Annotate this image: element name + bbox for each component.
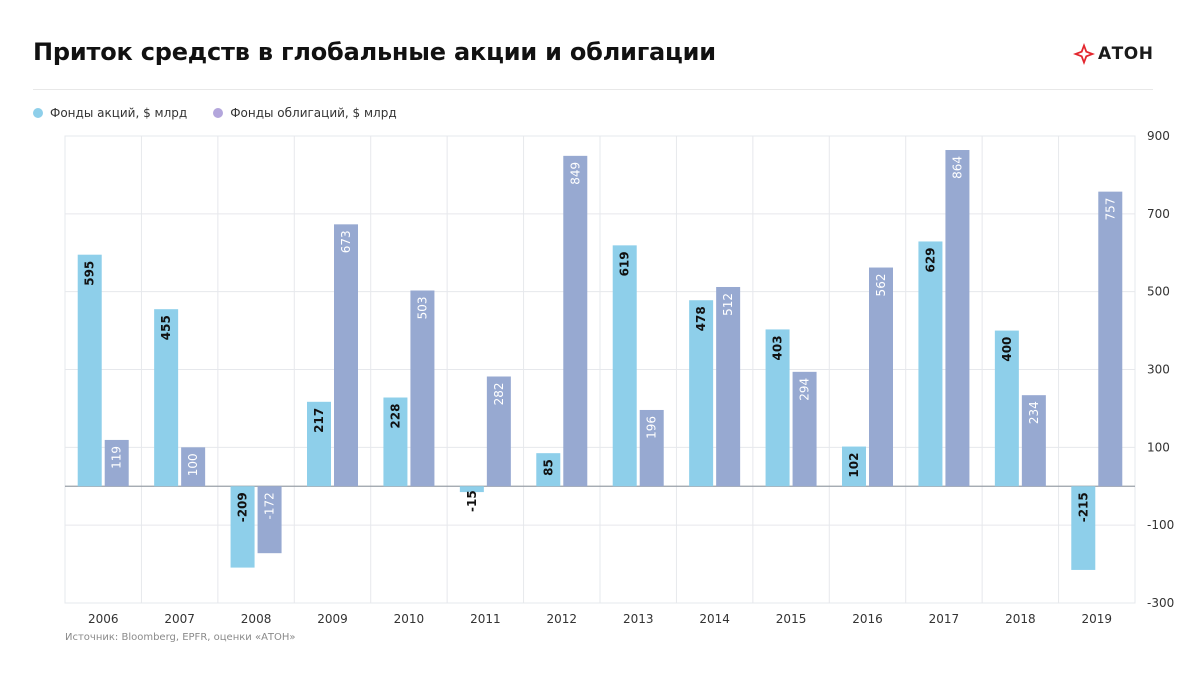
bar-bonds [639,409,664,487]
bar-bonds [334,224,358,487]
legend: Фонды акций, $ млрд Фонды облигаций, $ м… [33,106,397,120]
x-tick-label: 2019 [1082,612,1113,626]
bar-equity [1071,486,1096,570]
bar-bonds [257,486,282,554]
bar-equity [994,330,1019,487]
x-tick-label: 2016 [852,612,883,626]
bar-equity [154,309,179,487]
bar-equity [765,329,790,487]
data-label-equity: -15 [465,490,479,512]
data-label-equity: 85 [541,459,555,476]
y-tick-label: 500 [1147,285,1170,299]
x-tick-label: 2017 [929,612,960,626]
data-label-equity: 403 [771,335,785,360]
legend-dot-bonds [213,108,224,118]
bar-equity [689,300,714,487]
y-tick-label: 300 [1147,363,1170,377]
bar-equity [383,397,408,487]
data-label-bonds: 673 [339,230,353,253]
data-label-equity: 102 [847,453,861,478]
data-label-equity: 619 [618,251,632,276]
bar-equity [77,254,102,487]
legend-item-bonds: Фонды облигаций, $ млрд [213,106,397,120]
data-label-equity: 228 [388,404,402,429]
data-label-equity: 217 [312,408,326,433]
data-label-bonds: 234 [1027,401,1041,424]
x-tick-label: 2006 [88,612,119,626]
data-label-bonds: 119 [110,446,124,469]
bar-equity [842,446,866,487]
x-tick-label: 2018 [1005,612,1036,626]
data-label-bonds: 512 [721,293,735,316]
bar-bonds [716,286,741,487]
bar-bonds [486,376,511,487]
legend-label-bonds: Фонды облигаций, $ млрд [230,106,397,120]
data-label-equity: -209 [236,492,250,522]
data-label-bonds: 503 [415,296,429,319]
bar-equity [230,486,255,568]
x-tick-label: 2014 [699,612,730,626]
legend-label-equity: Фонды акций, $ млрд [50,106,188,120]
data-label-equity: -215 [1076,492,1090,522]
x-tick-label: 2007 [164,612,195,626]
y-tick-label: 700 [1147,207,1170,221]
data-label-equity: 595 [83,261,97,286]
data-label-equity: 455 [159,315,173,340]
bar-equity [536,453,561,487]
legend-dot-equity [33,108,43,118]
legend-item-equity: Фонды акций, $ млрд [33,106,187,120]
bar-equity [612,245,637,487]
y-tick-label: 900 [1147,129,1170,143]
data-label-equity: 629 [923,247,937,272]
bar-bonds [869,267,893,487]
data-label-bonds: 849 [568,162,582,185]
data-label-equity: 478 [694,306,708,331]
bar-bonds [1098,191,1123,487]
data-label-bonds: 282 [492,383,506,406]
x-tick-label: 2011 [470,612,501,626]
bar-equity [307,401,331,487]
x-tick-label: 2010 [394,612,425,626]
data-label-equity: 400 [1000,337,1014,362]
source-note: Источник: Bloomberg, EPFR, оценки «АТОН» [65,632,296,643]
x-tick-label: 2013 [623,612,654,626]
logo-text: АТОН [1098,44,1154,64]
bar-bonds [1021,395,1046,487]
bar-bonds [410,290,435,487]
aton-logo-icon [1073,43,1095,65]
data-label-bonds: 294 [798,378,812,401]
x-tick-label: 2009 [317,612,348,626]
data-label-bonds: 100 [186,453,200,476]
header-divider [33,89,1153,90]
bar-bonds [181,447,206,487]
aton-logo: АТОН [1072,40,1153,68]
x-tick-label: 2012 [547,612,578,626]
data-label-bonds: 757 [1103,198,1117,221]
y-tick-label: 100 [1147,440,1170,454]
bar-equity [459,486,484,493]
y-tick-label: -300 [1147,596,1174,610]
bar-bonds [792,371,817,487]
data-label-bonds: 562 [874,274,888,297]
y-tick-label: -100 [1147,518,1174,532]
x-tick-label: 2015 [776,612,807,626]
bar-bonds [104,439,129,487]
data-label-bonds: 864 [950,156,964,179]
data-label-bonds: -172 [263,492,277,519]
bar-bonds [563,155,588,487]
x-tick-label: 2008 [241,612,272,626]
chart-title: Приток средств в глобальные акции и обли… [33,38,716,66]
bar-bonds [945,150,970,487]
bar-equity [918,241,943,487]
data-label-bonds: 196 [645,416,659,439]
